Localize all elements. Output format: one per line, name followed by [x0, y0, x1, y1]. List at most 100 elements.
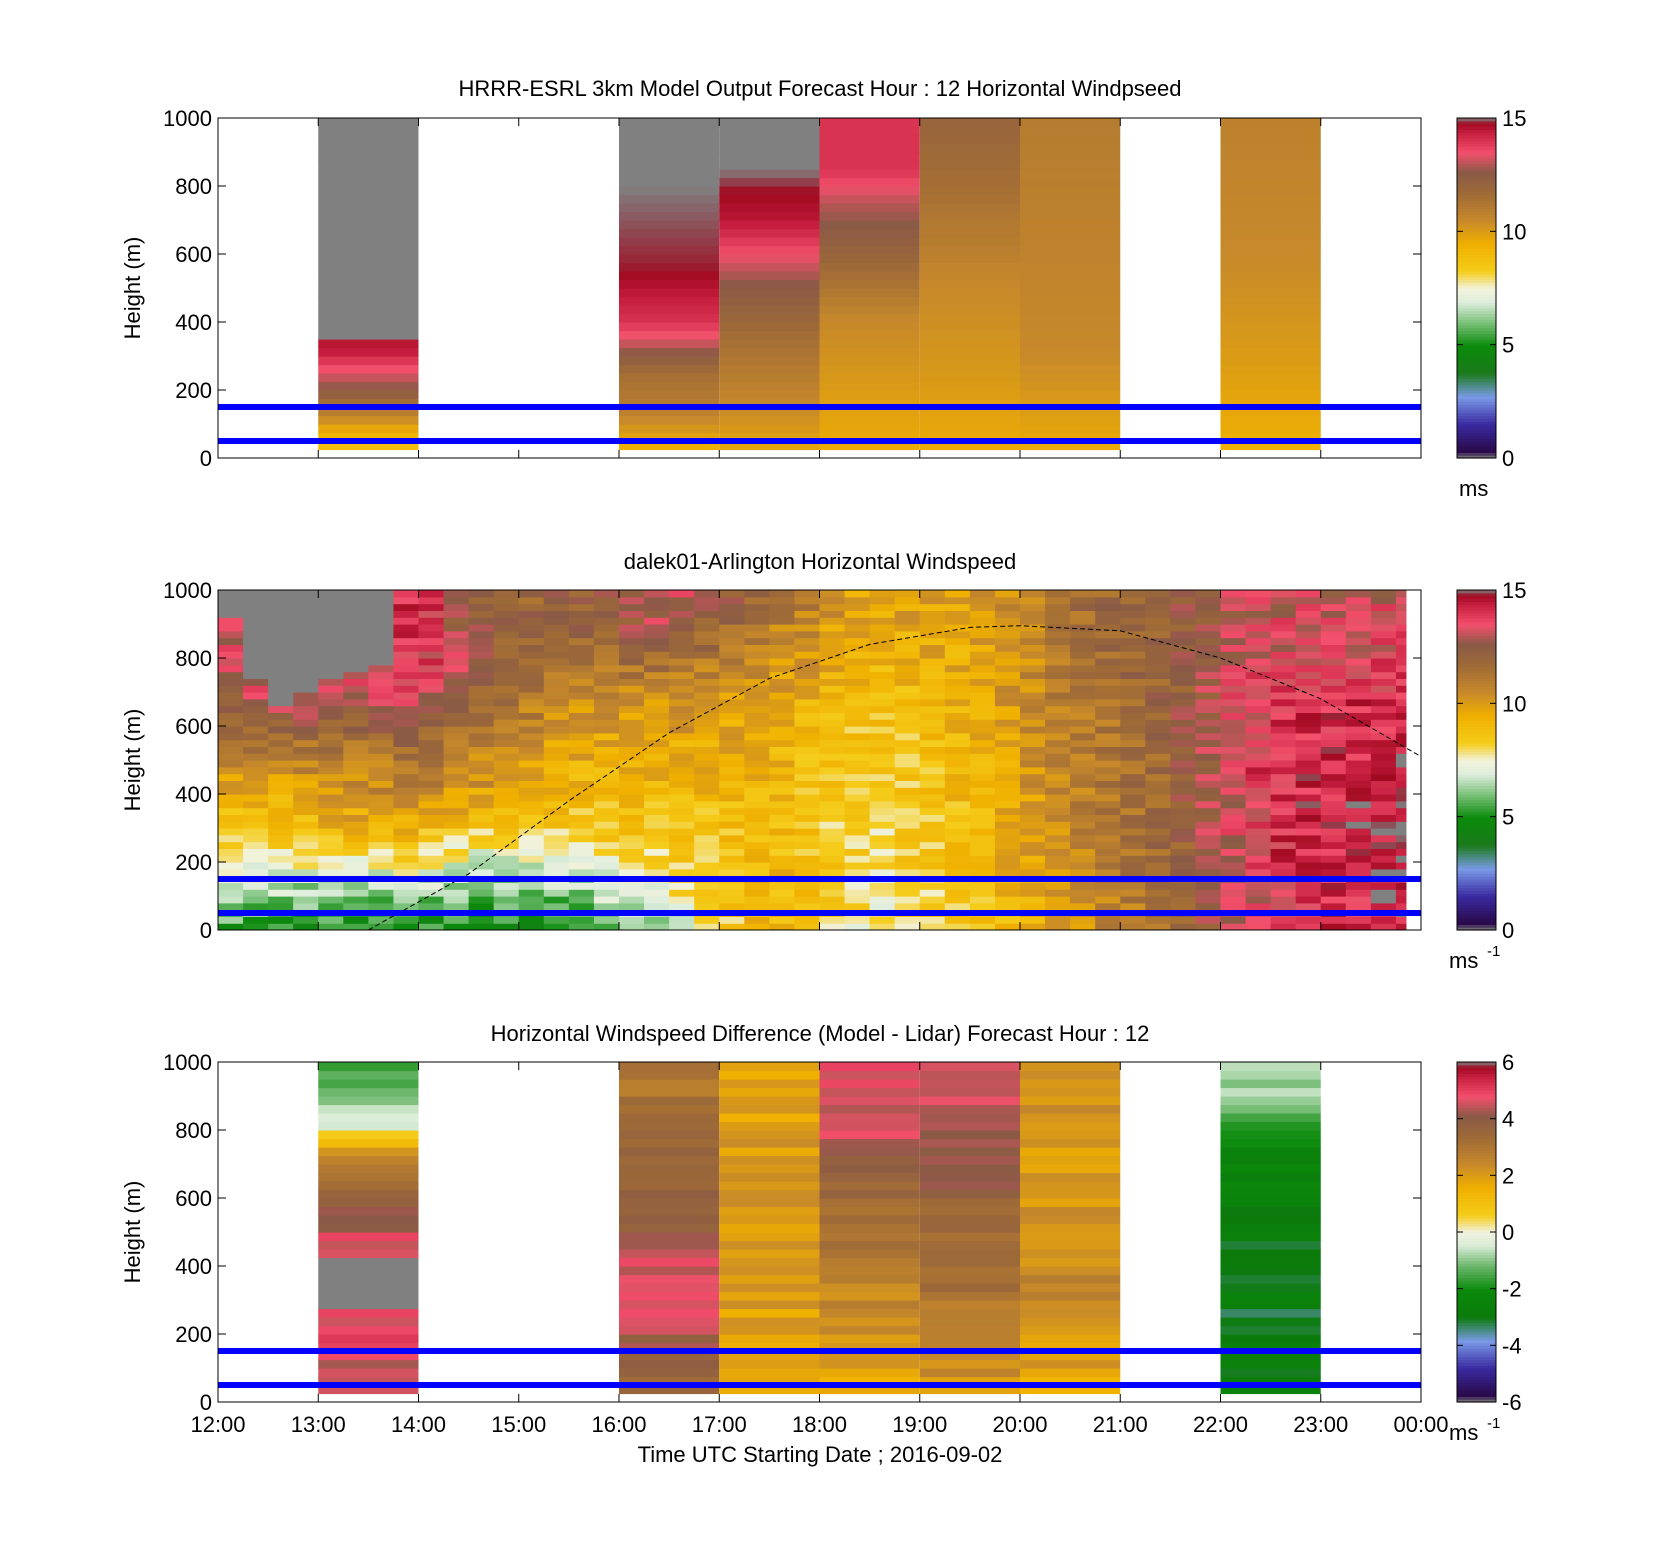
- heatmap-cell: [518, 855, 545, 863]
- colorbar-cell: [1457, 1331, 1496, 1335]
- heatmap-cell: [644, 896, 670, 904]
- heatmap-cell: [1020, 712, 1046, 720]
- colorbar-cell: [1457, 879, 1496, 883]
- heatmap-cell: [619, 1147, 720, 1157]
- heatmap-cell: [919, 1223, 1020, 1233]
- heatmap-cell: [669, 637, 695, 645]
- heatmap-cell: [418, 916, 445, 924]
- heatmap-cell: [1070, 712, 1096, 720]
- heatmap-cell: [1220, 671, 1247, 679]
- heatmap-cell: [493, 841, 520, 849]
- heatmap-cell: [1295, 739, 1322, 747]
- heatmap-cell: [619, 1206, 720, 1216]
- heatmap-cell: [318, 160, 419, 170]
- heatmap-cell: [1370, 828, 1397, 836]
- heatmap-cell: [1295, 692, 1322, 700]
- heatmap-cell: [769, 882, 795, 890]
- heatmap-cell: [994, 760, 1021, 768]
- heatmap-cell: [343, 596, 369, 605]
- heatmap-cell: [543, 651, 570, 659]
- colorbar-cell: [1457, 762, 1496, 767]
- colorbar-cell: [1457, 265, 1496, 269]
- heatmap-cell: [819, 692, 846, 700]
- heatmap-cell: [443, 719, 470, 727]
- heatmap-cell: [1045, 719, 1071, 727]
- heatmap-cell: [443, 590, 470, 598]
- heatmap-cell: [869, 828, 896, 836]
- heatmap-cell: [1095, 800, 1121, 809]
- heatmap-cell: [694, 685, 720, 693]
- heatmap-cell: [543, 923, 570, 930]
- heatmap-cell: [218, 760, 244, 768]
- heatmap-cell: [894, 746, 921, 754]
- heatmap-cell: [393, 841, 419, 849]
- heatmap-cell: [619, 1257, 720, 1267]
- heatmap-cell: [694, 624, 720, 632]
- heatmap-cell: [969, 732, 996, 741]
- heatmap-cell: [919, 828, 946, 836]
- heatmap-cell: [844, 651, 871, 659]
- heatmap-cell: [719, 330, 820, 340]
- heatmap-cell: [1295, 590, 1322, 598]
- heatmap-cell: [1370, 902, 1397, 911]
- heatmap-cell: [644, 848, 670, 856]
- heatmap-cell: [1070, 868, 1096, 877]
- heatmap-cell: [819, 664, 846, 673]
- heatmap-cell: [819, 889, 846, 897]
- heatmap-cell: [1145, 637, 1171, 645]
- heatmap-cell: [644, 658, 670, 666]
- heatmap-cell: [1070, 596, 1096, 605]
- heatmap-cell: [1170, 923, 1196, 930]
- heatmap-cell: [644, 862, 670, 870]
- x-tick-label: 00:00: [1393, 1412, 1448, 1437]
- heatmap-cell: [744, 834, 770, 843]
- heatmap-cell: [393, 610, 419, 618]
- heatmap-cell: [218, 603, 244, 611]
- heatmap-cell: [393, 590, 419, 598]
- heatmap-cell: [744, 766, 770, 775]
- heatmap-cell: [644, 726, 670, 734]
- heatmap-cell: [844, 814, 871, 822]
- heatmap-cell: [619, 169, 720, 179]
- heatmap-cell: [1045, 705, 1071, 713]
- heatmap-cell: [1295, 862, 1322, 870]
- heatmap-cell: [719, 685, 745, 693]
- heatmap-cell: [1345, 848, 1372, 856]
- heatmap-cell: [694, 855, 720, 863]
- heatmap-cell: [1220, 330, 1321, 340]
- heatmap-cell: [1220, 143, 1321, 153]
- heatmap-cell: [1395, 590, 1407, 598]
- heatmap-cell: [994, 862, 1021, 870]
- heatmap-cell: [819, 126, 920, 136]
- heatmap-cell: [1270, 698, 1297, 707]
- colorbar-cell: [1457, 1319, 1496, 1324]
- heatmap-cell: [619, 390, 720, 400]
- heatmap-cell: [794, 855, 820, 863]
- heatmap-cell: [568, 821, 595, 829]
- heatmap-cell: [819, 705, 846, 713]
- colorbar-cell: [1457, 1257, 1496, 1261]
- heatmap-cell: [343, 821, 369, 829]
- heatmap-cell: [1020, 1104, 1121, 1114]
- heatmap-cell: [1220, 637, 1247, 645]
- heatmap-cell: [368, 746, 394, 754]
- heatmap-cell: [1020, 705, 1046, 713]
- guide-lines: [218, 876, 1421, 916]
- heatmap-cell: [1120, 760, 1146, 768]
- heatmap-cell: [819, 882, 846, 890]
- heatmap-cell: [293, 692, 319, 700]
- heatmap-cell: [719, 118, 820, 128]
- heatmap-cell: [443, 841, 470, 849]
- heatmap-cell: [1245, 644, 1272, 652]
- heatmap-cell: [318, 1325, 419, 1335]
- heatmap-cell: [744, 624, 770, 632]
- heatmap-cell: [669, 712, 695, 720]
- colorbar-cell: [1457, 222, 1496, 227]
- heatmap-cell: [1095, 787, 1121, 795]
- heatmap-cell: [1120, 671, 1146, 679]
- heatmap-cell: [418, 923, 445, 930]
- heatmap-cell: [243, 630, 269, 639]
- heatmap-cell: [443, 712, 470, 720]
- heatmap-cell: [318, 347, 419, 357]
- heatmap-cell: [744, 596, 770, 605]
